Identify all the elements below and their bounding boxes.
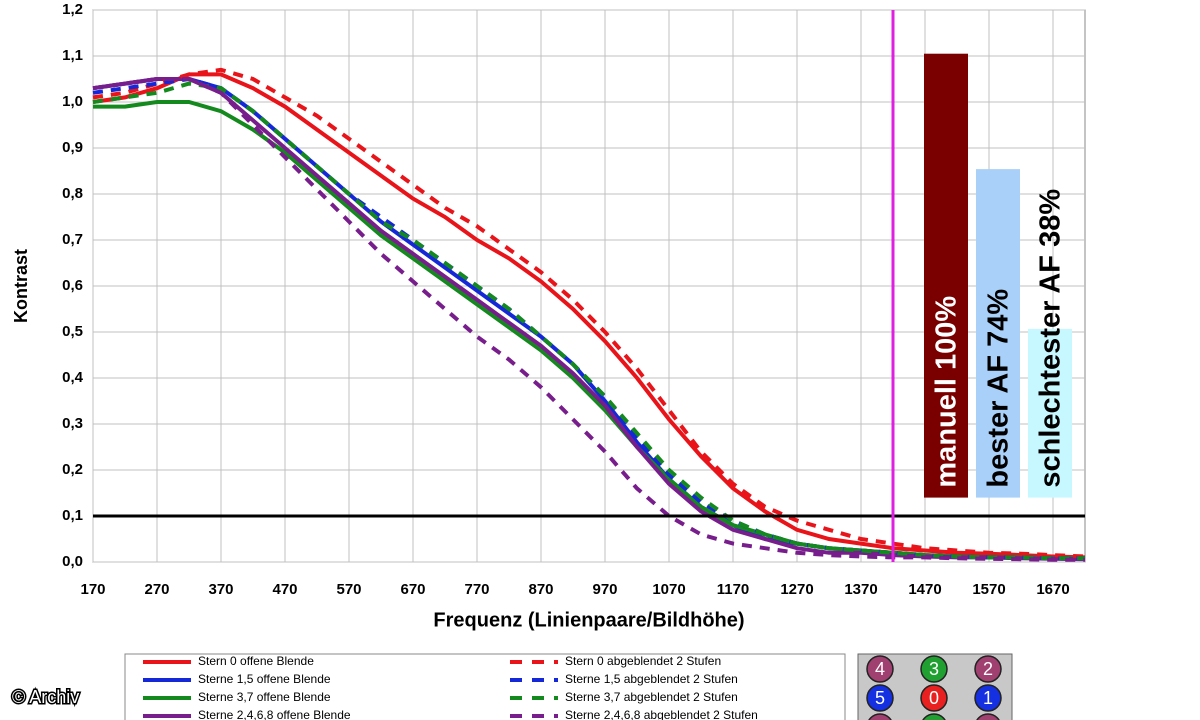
y-tick-label: 0,2 bbox=[62, 461, 83, 478]
star-label: 3 bbox=[929, 659, 939, 679]
af-bar bbox=[976, 169, 1020, 498]
star-label: 0 bbox=[929, 688, 939, 708]
x-tick-label: 1470 bbox=[908, 581, 941, 598]
x-tick-label: 370 bbox=[208, 581, 233, 598]
legend-label: Stern 0 offene Blende bbox=[198, 654, 314, 668]
y-tick-label: 0,1 bbox=[62, 507, 83, 524]
af-bar bbox=[924, 53, 968, 498]
y-tick-label: 0,9 bbox=[62, 139, 83, 156]
x-tick-label: 470 bbox=[272, 581, 297, 598]
af-bar-label: bester AF 74% bbox=[983, 289, 1015, 488]
credit: © Archiv bbox=[12, 687, 79, 707]
star-marker bbox=[920, 684, 948, 712]
y-tick-label: 1,2 bbox=[62, 1, 83, 18]
star-marker bbox=[920, 655, 948, 683]
legend-label: Sterne 1,5 abgeblendet 2 Stufen bbox=[565, 672, 738, 686]
star-marker bbox=[866, 655, 894, 683]
x-tick-label: 970 bbox=[592, 581, 617, 598]
x-tick-label: 670 bbox=[400, 581, 425, 598]
legend-label: Stern 0 abgeblendet 2 Stufen bbox=[565, 654, 721, 668]
star-marker bbox=[976, 713, 1000, 720]
y-tick-label: 1,1 bbox=[62, 47, 83, 64]
series-line bbox=[92, 81, 1085, 561]
y-tick-label: 0,5 bbox=[62, 323, 83, 340]
series-line bbox=[92, 72, 1086, 560]
legend-label: Sterne 2,4,6,8 offene Blende bbox=[198, 708, 351, 720]
legend-box bbox=[124, 653, 846, 720]
star-marker bbox=[974, 655, 1002, 683]
x-axis-title: Frequenz (Linienpaare/Bildhöhe) bbox=[433, 609, 744, 631]
series-line bbox=[92, 67, 1086, 559]
x-tick-label: 870 bbox=[528, 581, 553, 598]
legend-label: Sterne 1,5 offene Blende bbox=[198, 672, 331, 686]
star-label: 1 bbox=[983, 688, 993, 708]
y-tick-label: 0,7 bbox=[62, 231, 83, 248]
x-tick-label: 570 bbox=[336, 581, 361, 598]
legend-label: Sterne 3,7 offene Blende bbox=[198, 690, 331, 704]
x-tick-label: 270 bbox=[144, 581, 169, 598]
x-tick-label: 1070 bbox=[652, 581, 685, 598]
x-tick-label: 1270 bbox=[780, 581, 813, 598]
y-tick-label: 0,0 bbox=[62, 553, 83, 570]
star-marker bbox=[866, 684, 894, 712]
af-bar-label: schlechtester AF 38% bbox=[1035, 189, 1067, 488]
af-bar bbox=[1028, 328, 1072, 498]
star-label: 5 bbox=[875, 688, 885, 708]
y-tick-label: 1,0 bbox=[62, 93, 83, 110]
y-tick-label: 0,8 bbox=[62, 185, 83, 202]
x-tick-label: 1670 bbox=[1036, 581, 1069, 598]
x-tick-label: 770 bbox=[464, 581, 489, 598]
legend-label: Sterne 3,7 abgeblendet 2 Stufen bbox=[565, 690, 738, 704]
series-line bbox=[92, 77, 1085, 562]
x-tick-label: 1170 bbox=[717, 581, 750, 598]
x-tick-label: 1370 bbox=[844, 581, 877, 598]
star-marker bbox=[868, 713, 892, 720]
star-marker bbox=[922, 713, 946, 720]
x-tick-label: 170 bbox=[80, 581, 105, 598]
x-tick-label: 1570 bbox=[972, 581, 1005, 598]
star-marker bbox=[974, 684, 1002, 712]
y-tick-label: 0,6 bbox=[62, 277, 83, 294]
af-bar-label: manuell 100% bbox=[931, 296, 963, 488]
y-tick-label: 0,3 bbox=[62, 415, 83, 432]
legend-label: Sterne 2,4,6,8 abgeblendet 2 Stufen bbox=[565, 708, 758, 720]
y-tick-label: 0,4 bbox=[62, 369, 84, 386]
y-axis-title: Kontrast bbox=[11, 249, 31, 323]
star-label: 4 bbox=[875, 659, 885, 679]
star-label: 2 bbox=[983, 659, 993, 679]
